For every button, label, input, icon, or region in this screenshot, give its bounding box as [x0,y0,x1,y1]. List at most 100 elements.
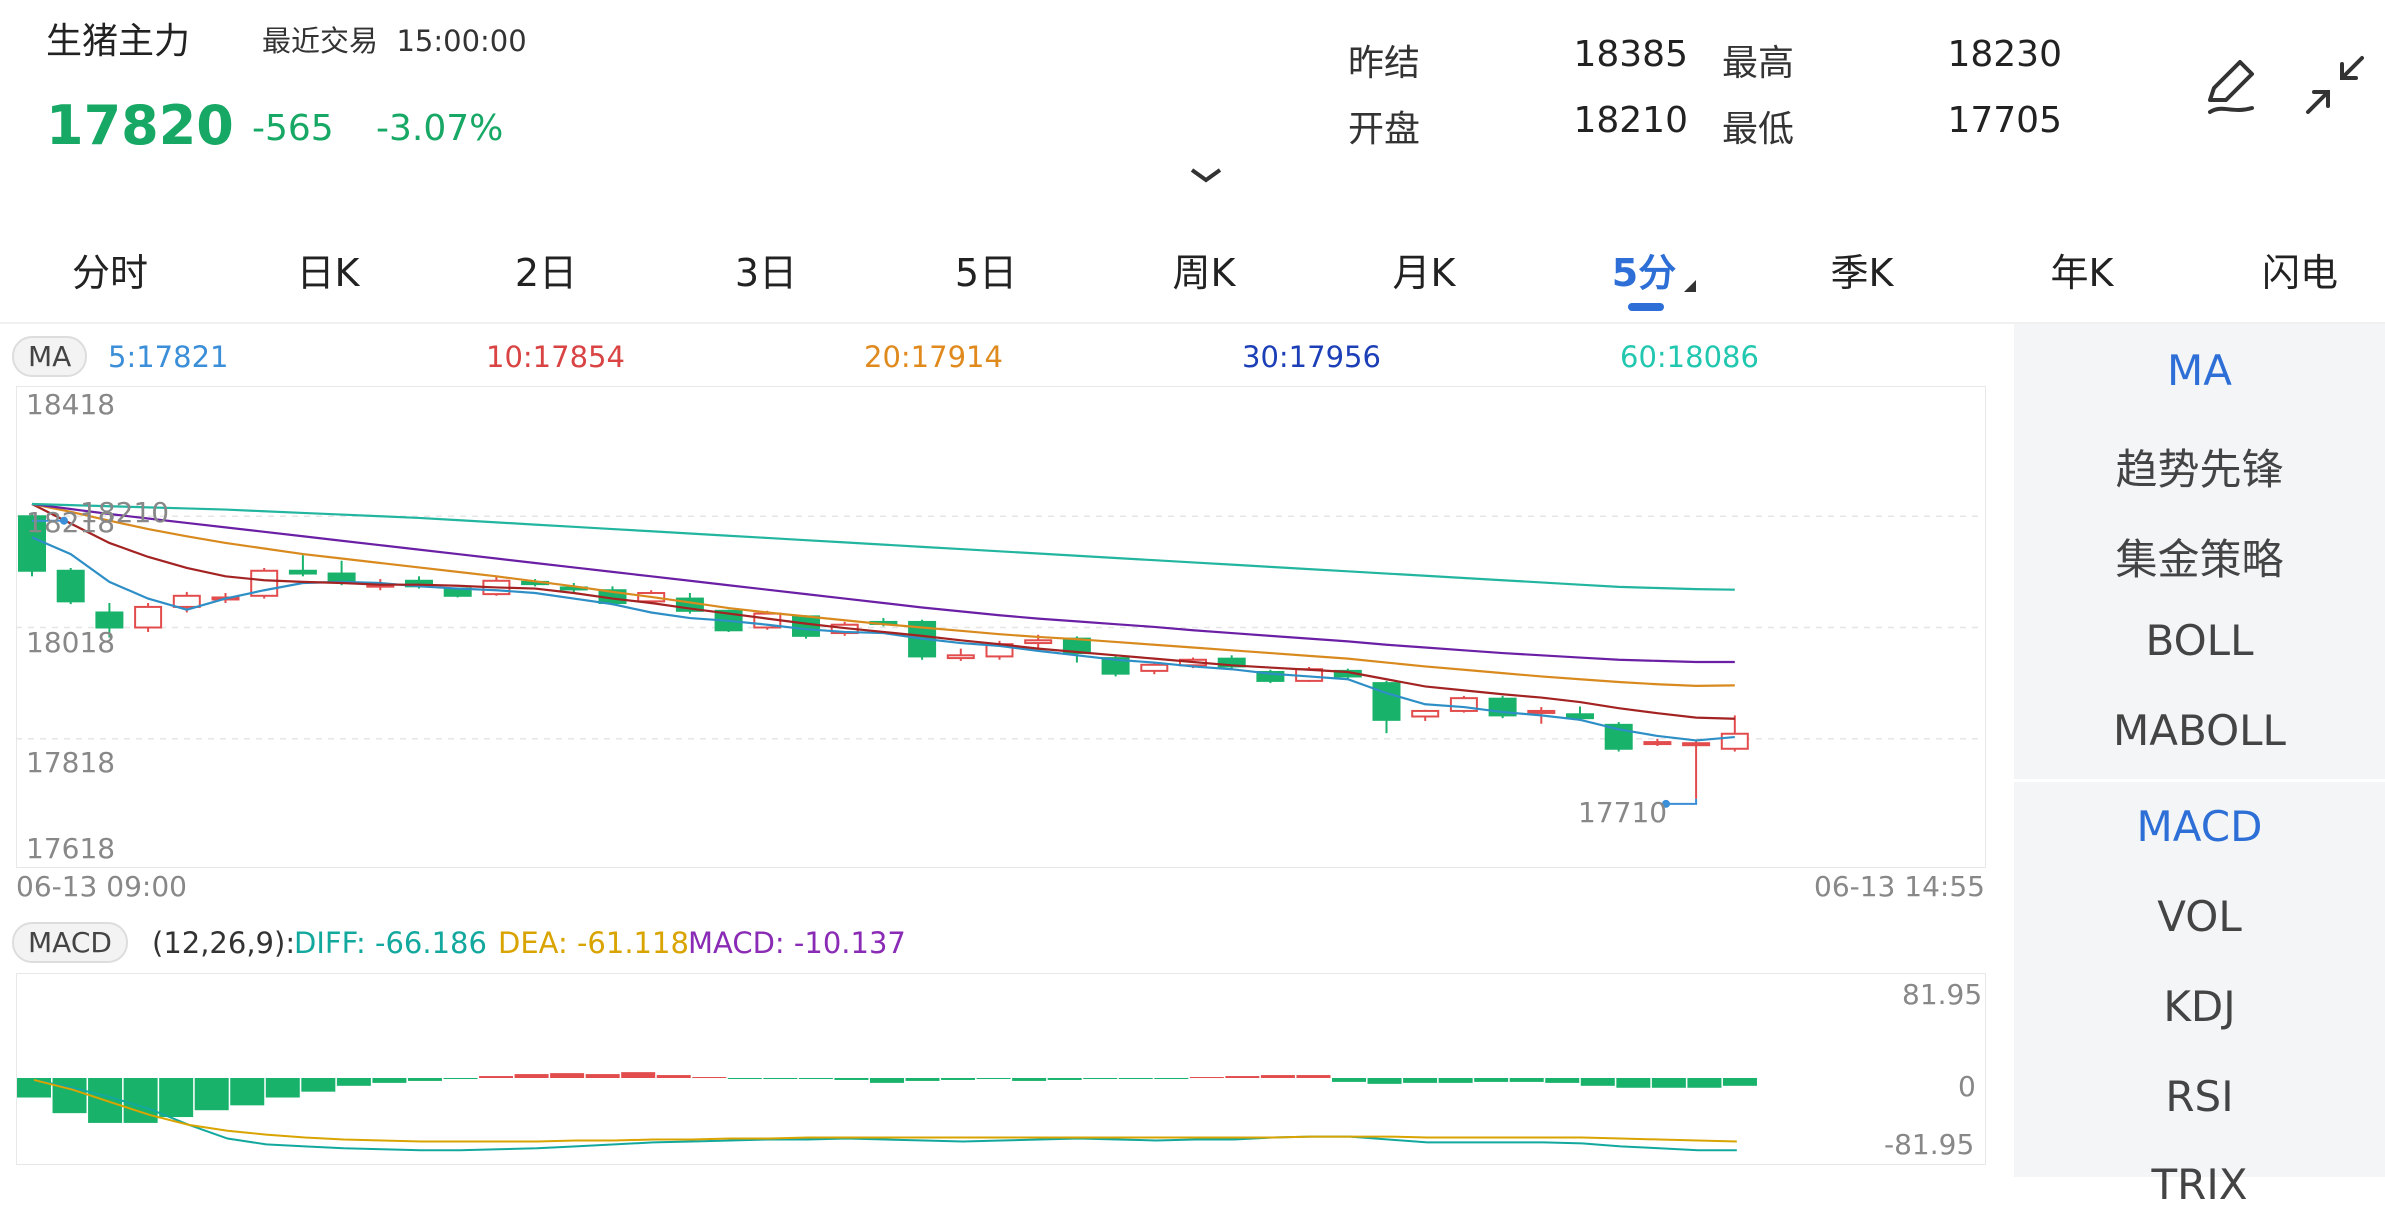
menu-item-strategy[interactable]: 集金策略 [2115,535,2284,584]
low-marker-line [1666,798,1698,805]
menu-item-maboll[interactable]: MABOLL [2113,706,2286,755]
macd-diff-line [33,1078,1737,1152]
macd-params: (12,26,9): [152,926,296,960]
macd-bar [1651,1078,1686,1088]
macd-bar [1545,1078,1580,1083]
tab-daily-k[interactable]: 日K [296,251,360,295]
high-marker-dot [60,516,68,525]
macd-bar [1083,1078,1118,1079]
ma30-line [31,502,1735,664]
macd-bar [976,1078,1011,1079]
macd-bar [514,1074,549,1078]
menu-item-rsi[interactable]: RSI [2165,1072,2234,1121]
tab-fenshi[interactable]: 分时 [71,251,148,295]
macd-bar [1189,1077,1224,1079]
open-label: 开盘 [1348,109,1421,150]
macd-bar [905,1078,940,1081]
y-label-4: 17618 [26,832,116,865]
tab-dropdown-icon [1684,280,1696,292]
tab-yearly-k[interactable]: 年K [2050,251,2114,295]
macd-chart-frame[interactable] [16,973,1986,1165]
macd-y-bottom: -81.95 [1884,1128,1975,1161]
tab-monthly-k[interactable]: 月K [1392,251,1456,295]
macd-bar [336,1078,371,1086]
macd-bar [301,1078,336,1092]
candle-body [946,654,975,660]
instrument-title: 生猪主力 [46,21,191,62]
macd-indicator-pill[interactable]: MACD [12,922,128,963]
macd-bar [159,1078,194,1118]
candle-body [1217,657,1246,668]
ma10-line [31,503,1735,720]
macd-y-top: 81.95 [1902,978,1983,1011]
candle-body [1566,713,1594,720]
macd-bar [621,1072,656,1078]
chevron-down-icon[interactable] [1188,166,1224,186]
low-marker-dot [1662,799,1670,808]
tab-weekly-k[interactable]: 周K [1172,251,1236,295]
tab-2day[interactable]: 2日 [514,251,578,295]
menu-item-trend[interactable]: 趋势先锋 [2115,445,2284,494]
menu-item-boll[interactable]: BOLL [2145,616,2254,665]
open-value: 18210 [1573,100,1688,141]
candle-body [95,611,124,629]
tab-5day[interactable]: 5日 [954,251,1018,295]
draw-icon[interactable] [2198,52,2264,118]
macd-bar [194,1078,229,1111]
x-label-start: 06-13 09:00 [16,870,187,903]
macd-bar [550,1073,585,1078]
menu-item-macd[interactable]: MACD [2136,802,2263,851]
menu-item-ma[interactable]: MA [2167,346,2232,395]
macd-diff: DIFF: -66.186 [294,926,487,960]
tab-5min[interactable]: 5分 [1611,251,1677,295]
macd-bar [1154,1078,1189,1079]
macd-bar [1509,1078,1544,1082]
macd-bar [1012,1078,1047,1081]
y-label-2: 18018 [26,626,116,659]
high-marker-label: 18210 [80,496,170,529]
macd-bar [727,1078,762,1079]
macd-bar [230,1078,265,1106]
candle-body [288,569,317,575]
indicator-menu-sub [2014,782,2385,1177]
candle-body [1411,709,1440,718]
kline-chart [16,502,1984,808]
macd-bar [1332,1078,1367,1082]
price-change-pct: -3.07% [376,108,504,149]
ma20-value: 20:17914 [864,340,1003,374]
tab-quarterly-k[interactable]: 季K [1830,251,1894,295]
tab-3day[interactable]: 3日 [734,251,798,295]
low-marker-label: 17710 [1578,796,1668,829]
macd-bar [869,1078,904,1083]
macd-bar [1118,1078,1153,1079]
tab-flash[interactable]: 闪电 [2261,251,2338,295]
ma5-value: 5:17821 [108,340,229,374]
menu-item-vol[interactable]: VOL [2157,892,2242,941]
candle-body [172,594,201,608]
active-tab-indicator [1628,303,1664,311]
candle-body [1256,671,1285,682]
macd-bar [1722,1078,1757,1086]
candle-body [56,569,85,603]
ma60-value: 60:18086 [1620,340,1759,374]
macd-bar [1438,1078,1473,1083]
macd-y-zero: 0 [1958,1070,1976,1103]
low-label: 最低 [1722,109,1795,150]
macd-bar [763,1078,798,1079]
macd-bar [1403,1078,1438,1083]
prev-settle-value: 18385 [1573,34,1688,75]
y-label-3: 17818 [26,746,116,779]
collapse-icon[interactable] [2302,52,2368,118]
macd-bar [1296,1075,1331,1078]
macd-bar [692,1077,727,1079]
macd-bar [52,1078,87,1114]
macd-bar [834,1078,869,1080]
candle-body [134,605,163,629]
macd-bar [1580,1078,1615,1086]
candle-body [1643,741,1672,746]
macd-bar [1616,1078,1651,1088]
menu-item-kdj[interactable]: KDJ [2163,982,2236,1031]
ma-indicator-pill[interactable]: MA [12,336,88,377]
macd-bar [798,1078,833,1079]
macd-value: MACD: -10.137 [688,926,906,960]
